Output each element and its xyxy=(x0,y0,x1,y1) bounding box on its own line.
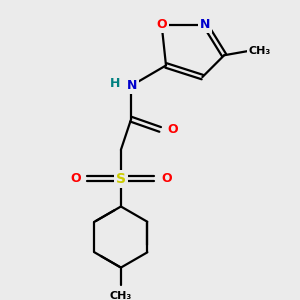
Text: S: S xyxy=(116,172,126,186)
Text: CH₃: CH₃ xyxy=(249,46,271,56)
Text: O: O xyxy=(167,123,178,136)
Text: N: N xyxy=(200,18,210,31)
Text: O: O xyxy=(70,172,81,185)
Text: CH₃: CH₃ xyxy=(110,291,132,300)
Text: O: O xyxy=(156,18,167,31)
Text: H: H xyxy=(110,77,120,90)
Text: N: N xyxy=(128,79,138,92)
Text: O: O xyxy=(161,172,172,185)
